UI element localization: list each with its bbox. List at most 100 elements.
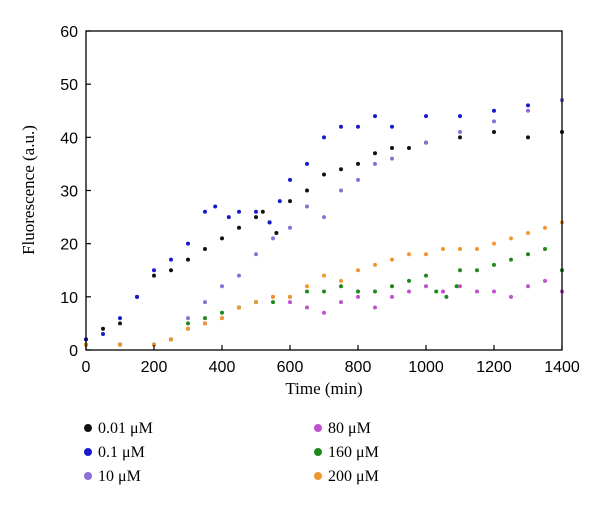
data-point — [424, 252, 428, 257]
data-point — [424, 284, 428, 289]
data-point — [169, 337, 173, 342]
y-tick-label: 20 — [60, 237, 78, 254]
data-point — [373, 289, 377, 294]
data-point — [492, 241, 496, 246]
legend-marker — [314, 448, 322, 456]
data-point — [407, 252, 411, 257]
data-point — [356, 124, 360, 129]
legend-label: 0.01 μM — [98, 420, 153, 437]
data-point — [186, 241, 190, 246]
data-point — [454, 284, 459, 289]
x-tick-label: 600 — [277, 359, 304, 376]
data-point — [118, 316, 122, 321]
y-tick-label: 60 — [60, 24, 78, 41]
data-point — [492, 130, 496, 135]
data-point — [203, 321, 207, 326]
data-point — [458, 114, 462, 119]
data-point — [407, 289, 411, 294]
data-point — [526, 231, 530, 236]
data-point — [237, 305, 241, 310]
data-point — [373, 161, 377, 166]
data-point — [526, 103, 530, 108]
data-point — [101, 332, 105, 337]
data-point — [305, 188, 309, 193]
data-point — [305, 161, 309, 166]
plot-frame — [85, 30, 563, 351]
legend-marker — [84, 472, 92, 480]
data-point — [424, 140, 428, 145]
legend-marker — [84, 448, 92, 456]
x-tick-label: 800 — [345, 359, 372, 376]
x-tick-label: 1200 — [476, 359, 512, 376]
data-point — [339, 278, 343, 283]
data-point — [407, 145, 411, 150]
data-point — [407, 278, 411, 283]
data-point — [509, 236, 513, 241]
data-point — [260, 209, 265, 214]
data-point — [458, 130, 462, 135]
data-point — [203, 300, 207, 305]
data-point — [526, 252, 530, 257]
data-point — [288, 199, 292, 204]
data-point — [220, 236, 224, 241]
data-point — [203, 209, 207, 214]
data-point — [322, 289, 326, 294]
data-point — [237, 225, 241, 230]
data-point — [441, 246, 445, 251]
legend-label: 160 μM — [328, 444, 379, 461]
legend-marker — [84, 424, 92, 432]
data-point — [169, 257, 173, 262]
data-point — [322, 215, 326, 220]
data-point — [356, 289, 360, 294]
data-point — [152, 273, 156, 278]
data-point — [339, 167, 343, 172]
data-point — [322, 135, 326, 140]
data-point — [186, 316, 190, 321]
data-point — [434, 289, 439, 294]
data-point — [509, 294, 513, 299]
data-point — [475, 246, 479, 251]
data-point — [390, 156, 394, 161]
data-point — [152, 342, 156, 347]
x-tick-label: 0 — [82, 359, 91, 376]
y-tick-label: 40 — [60, 130, 78, 147]
data-point — [475, 289, 479, 294]
data-point — [492, 289, 496, 294]
y-tick-label: 50 — [60, 77, 78, 94]
data-point — [322, 172, 326, 177]
x-tick-label: 1400 — [544, 359, 580, 376]
data-point — [526, 135, 530, 140]
data-point — [526, 108, 530, 113]
data-point — [274, 231, 279, 236]
series-5 — [84, 220, 564, 347]
data-point — [390, 284, 394, 289]
data-point — [458, 284, 462, 289]
data-point — [492, 108, 496, 113]
data-point — [356, 294, 360, 299]
data-point — [254, 209, 258, 214]
data-point — [267, 220, 272, 225]
data-point — [288, 300, 292, 305]
data-point — [305, 284, 309, 289]
data-point — [186, 257, 190, 262]
data-point — [390, 124, 394, 129]
data-point — [288, 177, 292, 182]
data-point — [220, 310, 224, 315]
data-point — [305, 204, 309, 209]
data-point — [458, 246, 462, 251]
data-point — [135, 294, 139, 299]
x-axis-title: Time (min) — [285, 379, 362, 398]
data-point — [509, 257, 513, 262]
y-tick-label: 0 — [69, 343, 78, 360]
legend-marker — [314, 472, 322, 480]
data-point — [424, 114, 428, 119]
data-point — [118, 321, 122, 326]
data-point — [373, 151, 377, 156]
data-point — [424, 273, 428, 278]
data-point — [271, 294, 275, 299]
data-point — [492, 262, 496, 267]
data-point — [271, 300, 275, 305]
series-4 — [84, 246, 564, 347]
data-point — [254, 215, 258, 220]
legend: 0.01 μM 0.1 μM 10 μM 80 μM 160 μM 200 μM — [84, 420, 379, 485]
